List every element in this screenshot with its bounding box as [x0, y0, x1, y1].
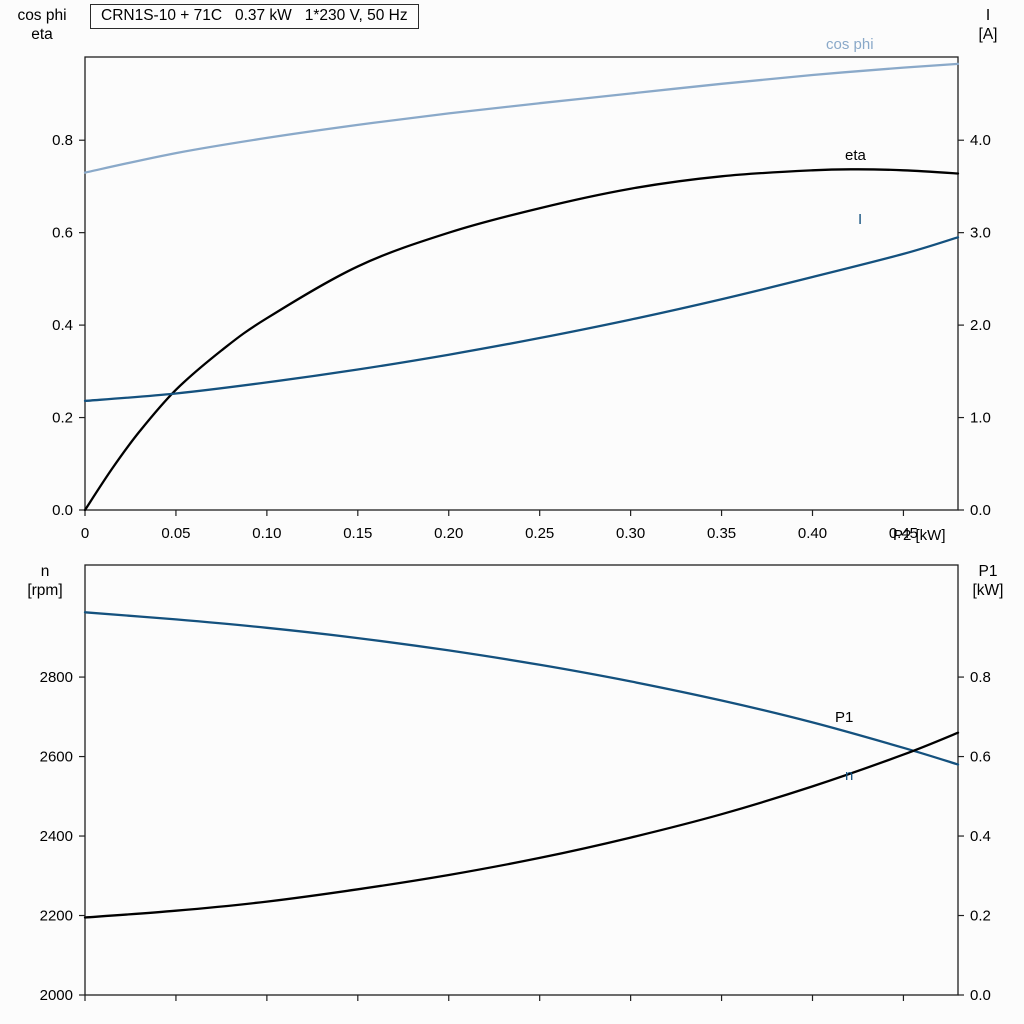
x-tick-label: 0.05: [161, 525, 190, 542]
left-tick-label: 2000: [40, 987, 73, 1004]
x-tick-label: 0: [81, 525, 89, 542]
left-axis-title-speed: n: [40, 563, 50, 580]
left-axis-title-top: cos phi eta: [2, 6, 82, 44]
left-tick-label: 2400: [40, 828, 73, 845]
x-tick-label: 0.45: [889, 525, 918, 542]
right-tick-label: 0.6: [970, 749, 991, 766]
curve-n: [83, 611, 960, 766]
left-tick-label: 0.0: [52, 502, 73, 519]
right-tick-label: 1.0: [970, 410, 991, 427]
right-tick-label: 0.0: [970, 987, 991, 1004]
curve-i: [83, 236, 960, 403]
x-tick-label: 0.35: [707, 525, 736, 542]
x-tick-label: 0.25: [525, 525, 554, 542]
left-tick-label: 0.4: [52, 317, 73, 334]
left-tick-label: 0.6: [52, 225, 73, 242]
curve-label-current: I: [858, 211, 863, 228]
top-chart: 0 0.05 0.10 0.15 0.20 0.25 0.30 0.35 0.40 0.45 0.0…: [52, 56, 991, 542]
x-tick-label: 0.30: [616, 525, 645, 542]
curve-label-eta: eta: [845, 147, 866, 164]
plot-frame: [84, 56, 959, 511]
left-axis-title-eta: eta: [31, 26, 53, 43]
right-axis-title-current-unit: [A]: [978, 26, 998, 43]
right-tick-label: 4.0: [970, 132, 991, 149]
x-tick-label: 0.20: [434, 525, 463, 542]
left-tick-label: 0.8: [52, 132, 73, 149]
x-tick-label: 0.10: [252, 525, 281, 542]
left-tick-label: 2200: [40, 908, 73, 925]
right-tick-label: 0.8: [970, 669, 991, 686]
curve-cos-phi: [83, 62, 960, 174]
left-axis-title-bottom: n [rpm]: [8, 562, 82, 600]
right-axis-title-bottom: P1 [kW]: [956, 562, 1020, 600]
curve-label-n: n: [845, 767, 854, 784]
right-tick-label: 3.0: [970, 225, 991, 242]
left-tick-label: 2600: [40, 749, 73, 766]
right-axis-title-p1: P1: [978, 563, 998, 580]
right-tick-label: 0.4: [970, 828, 991, 845]
left-axis-title-speed-unit: [rpm]: [27, 582, 63, 599]
curve-p1: [83, 731, 960, 919]
plot-frame: [84, 564, 959, 996]
right-tick-label: 0.2: [970, 908, 991, 925]
curve-label-cos-phi: cos phi: [826, 36, 874, 53]
x-axis-title: P2 [kW]: [893, 527, 946, 544]
pump-title-box: CRN1S-10 + 71C 0.37 kW 1*230 V, 50 Hz: [90, 4, 419, 29]
right-axis-title-top: I [A]: [958, 6, 1018, 44]
bottom-chart: 2000 2200 2400 2600 2800 0.0 0.2 0.4 0.6 0.8: [40, 564, 991, 1004]
right-axis-title-current: I: [985, 7, 991, 24]
right-axis-title-p1-unit: [kW]: [972, 582, 1004, 599]
left-tick-label: 2800: [40, 669, 73, 686]
x-tick-label: 0.40: [798, 525, 827, 542]
curve-label-p1: P1: [835, 709, 854, 726]
curve-eta: [83, 168, 960, 512]
left-axis-title-cosphi: cos phi: [17, 7, 67, 24]
right-tick-label: 2.0: [970, 317, 991, 334]
left-tick-label: 0.2: [52, 410, 73, 427]
right-tick-label: 0.0: [970, 502, 991, 519]
x-tick-label: 0.15: [343, 525, 372, 542]
